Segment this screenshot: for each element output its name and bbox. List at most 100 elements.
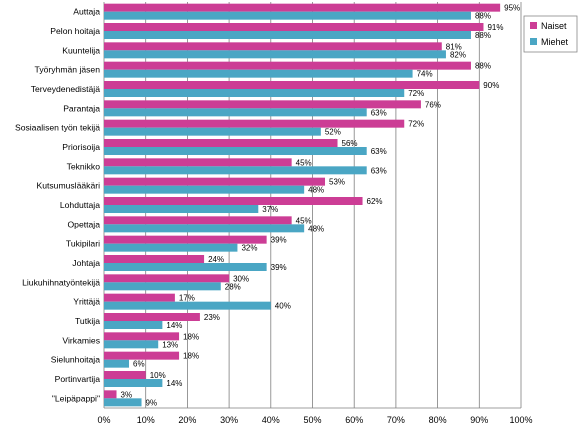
bar-naiset [104,3,501,12]
bar-miehet [104,321,163,329]
bar-naiset [104,42,442,51]
data-label: 53% [329,178,345,187]
x-tick-label: 100% [509,415,532,425]
bar-naiset [104,332,180,341]
data-label: 91% [487,23,503,32]
x-tick-label: 70% [387,415,405,425]
data-label: 32% [241,244,257,253]
category-label: Parantaja [63,103,100,113]
data-label: 9% [146,398,158,407]
x-axis: 0% 10% 20% 30% 40% 50% 60% 70% 80% 90% 100% [97,407,533,425]
bar-naiset [104,23,484,31]
data-label: 88% [475,12,491,21]
x-tick-label: 60% [345,415,363,425]
bar-miehet [104,89,405,97]
category-label: Lohduttaja [60,200,100,210]
bar-miehet [104,69,413,78]
bar-naiset [104,255,205,263]
category-labels: Auttaja Pelon hoitaja Kuuntelija Työryhmän … [15,7,100,404]
category-label: Auttaja [73,7,100,17]
bar-naiset [104,351,180,360]
data-label: 39% [271,263,287,272]
bar-miehet [104,243,238,252]
bar-naiset [104,61,471,70]
x-tick-label: 50% [303,415,321,425]
data-label: 48% [308,224,324,233]
data-label: 72% [408,89,424,98]
legend-swatch-miehet [530,38,537,45]
data-label: 76% [425,100,441,109]
data-label: 14% [166,321,182,330]
data-label: 56% [342,139,358,148]
category-label: Virkamies [62,335,100,345]
category-label: Sosiaalisen työn tekijä [15,123,100,133]
bar-naiset [104,119,405,128]
category-label: Pelon hoitaja [50,26,100,36]
data-label: 62% [367,197,383,206]
data-label: 6% [133,360,145,369]
category-label: Tutkija [75,316,100,326]
category-label: Sielunhoitaja [51,355,100,365]
bar-miehet [104,282,221,291]
bar-miehet [104,340,159,349]
category-label: "Leipäpappi" [52,393,100,403]
legend-label-miehet: Miehet [541,37,569,47]
bar-miehet [104,398,142,407]
legend: Naiset Miehet [523,15,578,53]
data-label: 63% [371,166,387,175]
data-label: 63% [371,147,387,156]
category-label: Kuuntelija [62,45,100,55]
bar-miehet [104,166,367,175]
data-label: 52% [325,128,341,137]
category-label: Tukipilari [66,239,100,249]
bar-miehet [104,205,259,213]
bar-naiset [104,274,230,283]
data-label: 30% [233,274,249,283]
bar-miehet [104,379,163,387]
data-label: 14% [166,379,182,388]
category-label: Portinvartija [55,374,101,384]
bar-naiset [104,158,292,167]
category-label: Opettaja [68,219,101,229]
bar-naiset [104,139,338,147]
bar-naiset [104,197,363,205]
bar-naiset [104,100,421,109]
bar-naiset [104,313,200,321]
x-tick-label: 30% [220,415,238,425]
bar-miehet [104,127,321,136]
bar-miehet [104,31,471,39]
data-label: 45% [296,158,312,167]
bar-naiset [104,293,175,302]
legend-label-naiset: Naiset [541,21,567,31]
data-label: 90% [483,81,499,90]
bar-miehet [104,224,305,233]
data-label: 72% [408,120,424,129]
data-label: 45% [296,216,312,225]
data-label: 13% [162,340,178,349]
x-tick-label: 0% [97,415,110,425]
bar-naiset [104,390,117,399]
bar-miehet [104,108,367,117]
data-label: 74% [417,70,433,79]
bar-naiset [104,216,292,225]
data-label: 63% [371,108,387,117]
data-label: 81% [446,42,462,51]
category-label: Teknikko [67,161,101,171]
category-label: Priorisoija [62,142,100,152]
x-tick-label: 90% [470,415,488,425]
bar-miehet [104,185,305,194]
x-tick-label: 40% [262,415,280,425]
bar-naiset [104,371,146,379]
bar-miehet [104,301,271,310]
data-label: 17% [179,294,195,303]
x-tick-label: 10% [137,415,155,425]
bar-miehet [104,11,471,20]
data-label: 48% [308,186,324,195]
bar-naiset [104,235,267,244]
data-label: 10% [150,371,166,380]
category-label: Liukuhihnatyöntekijä [22,277,100,287]
data-label: 23% [204,313,220,322]
category-label: Työryhmän jäsen [35,65,101,75]
category-label: Terveydenedistäjä [31,84,100,94]
